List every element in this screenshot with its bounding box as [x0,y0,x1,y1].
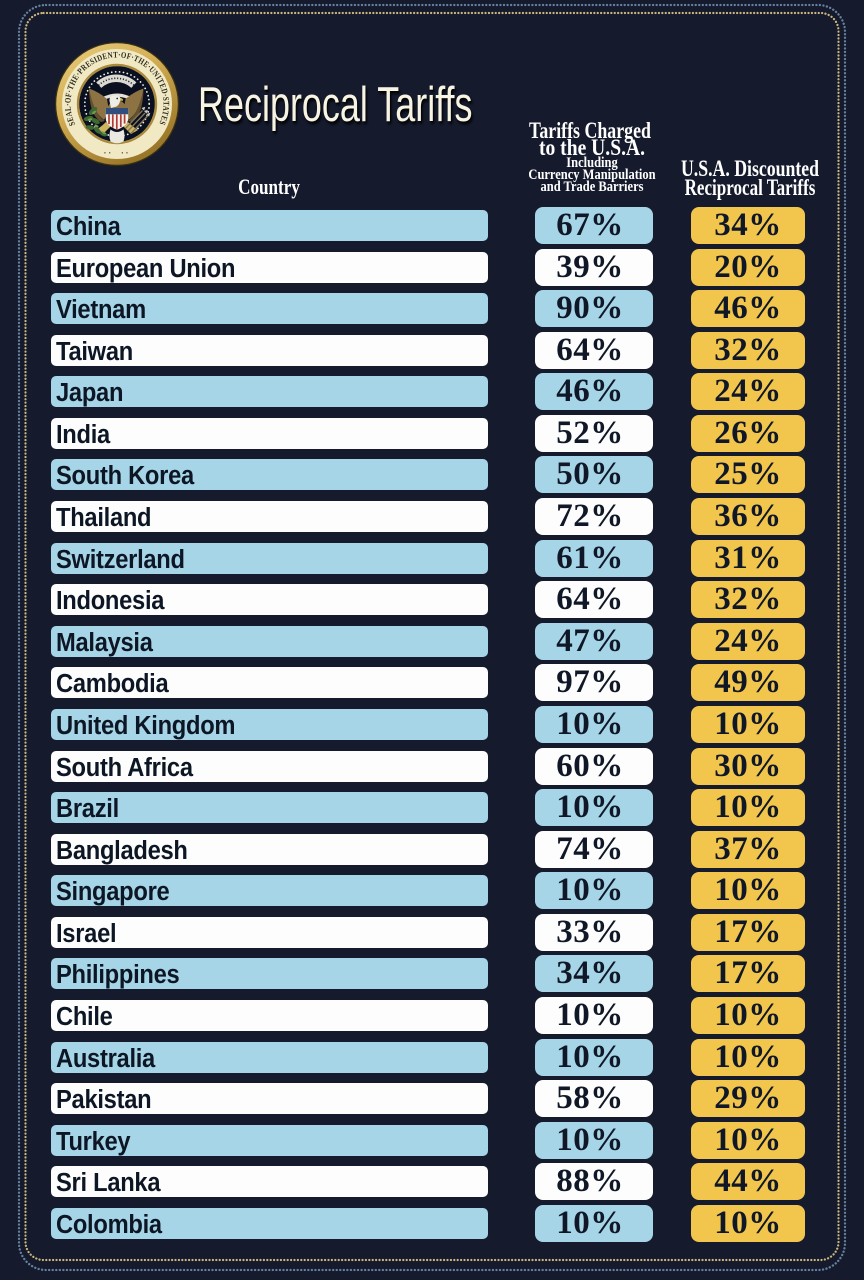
svg-text:·· ··: ·· ·· [104,149,131,158]
